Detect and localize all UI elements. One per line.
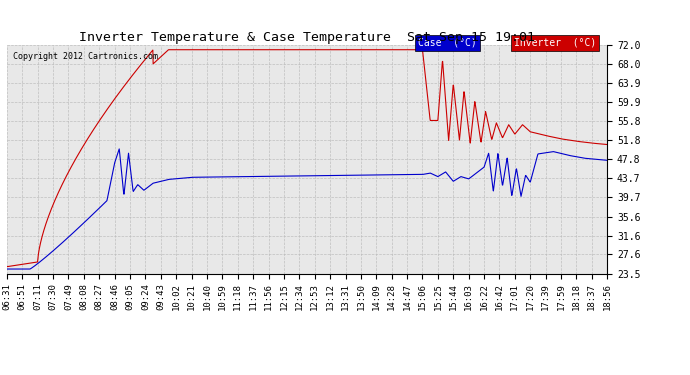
Text: Inverter  (°C): Inverter (°C) [514, 38, 596, 48]
Title: Inverter Temperature & Case Temperature  Sat Sep 15 19:01: Inverter Temperature & Case Temperature … [79, 31, 535, 44]
Text: Copyright 2012 Cartronics.com: Copyright 2012 Cartronics.com [13, 52, 158, 61]
Text: Case  (°C): Case (°C) [418, 38, 477, 48]
